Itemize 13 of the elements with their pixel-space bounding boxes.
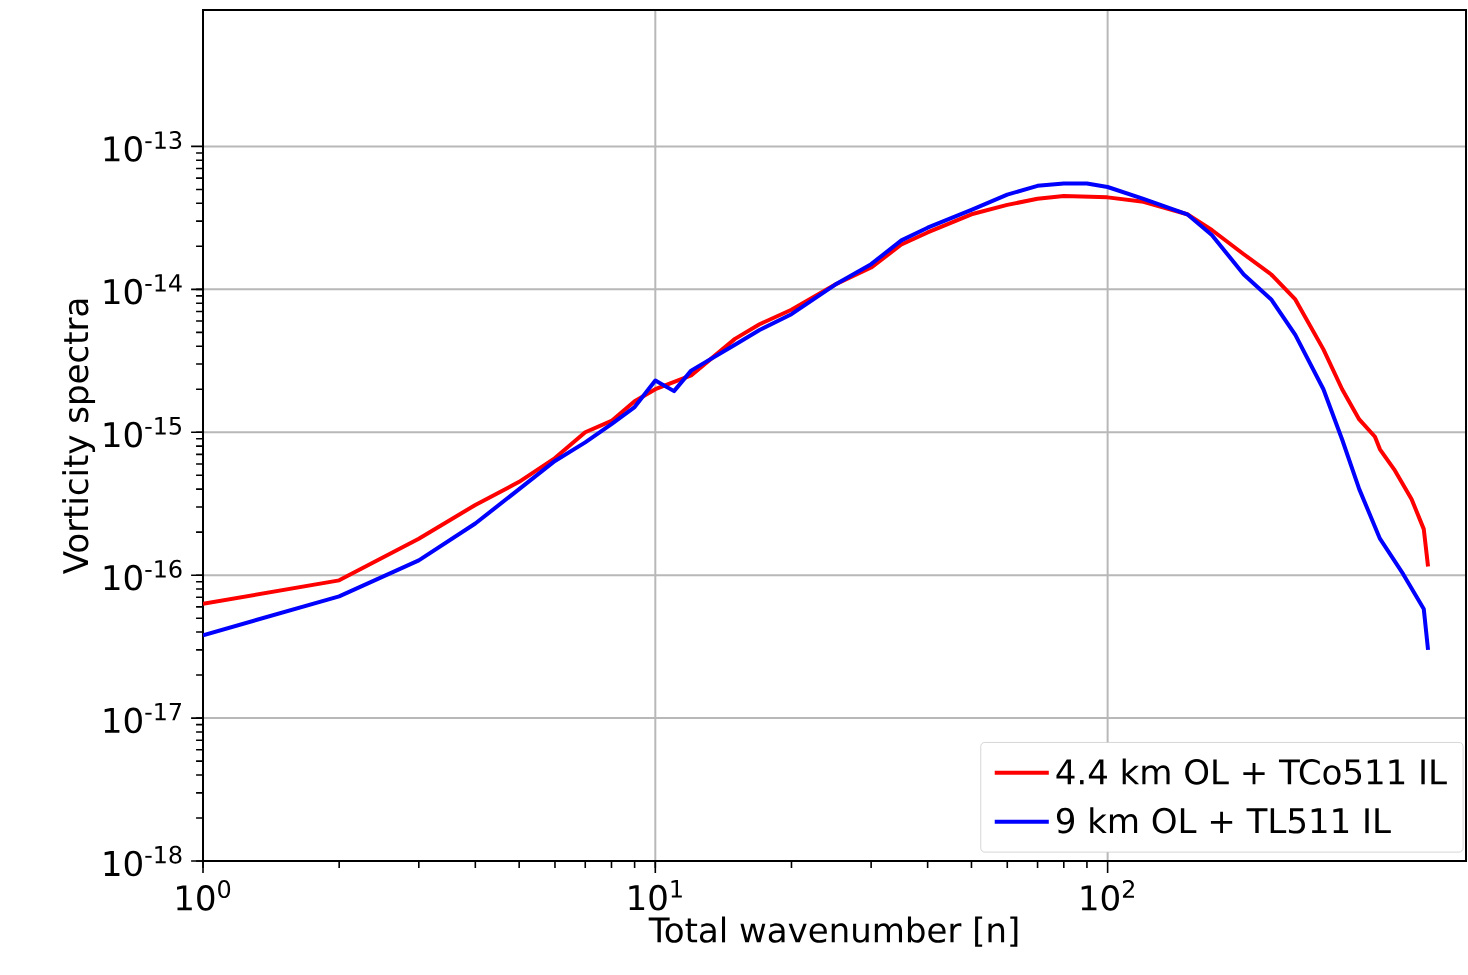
x-tick-label: 10$^{2}$: [1081, 880, 1134, 911]
y-tick-label: 10$^{-13}$: [104, 131, 182, 162]
y-tick-label: 10$^{-18}$: [104, 845, 182, 877]
x-tick-label: 10$^{0}$: [177, 880, 231, 911]
x-axis-title: Total wavenumber [n]: [648, 916, 1018, 947]
x-tick-label: 10$^{1}$: [629, 880, 682, 911]
y-tick-label: 10$^{-14}$: [104, 274, 182, 305]
legend-label: 9 km OL + TL511 IL: [1056, 807, 1391, 834]
y-tick-label: 10$^{-17}$: [104, 702, 181, 734]
y-tick-label: 10$^{-16}$: [104, 559, 182, 591]
legend-label: 4.4 km OL + TCo511 IL: [1056, 758, 1447, 785]
y-tick-label: 10$^{-15}$: [104, 417, 181, 448]
y-axis-title: Vorticity spectra: [62, 299, 96, 575]
